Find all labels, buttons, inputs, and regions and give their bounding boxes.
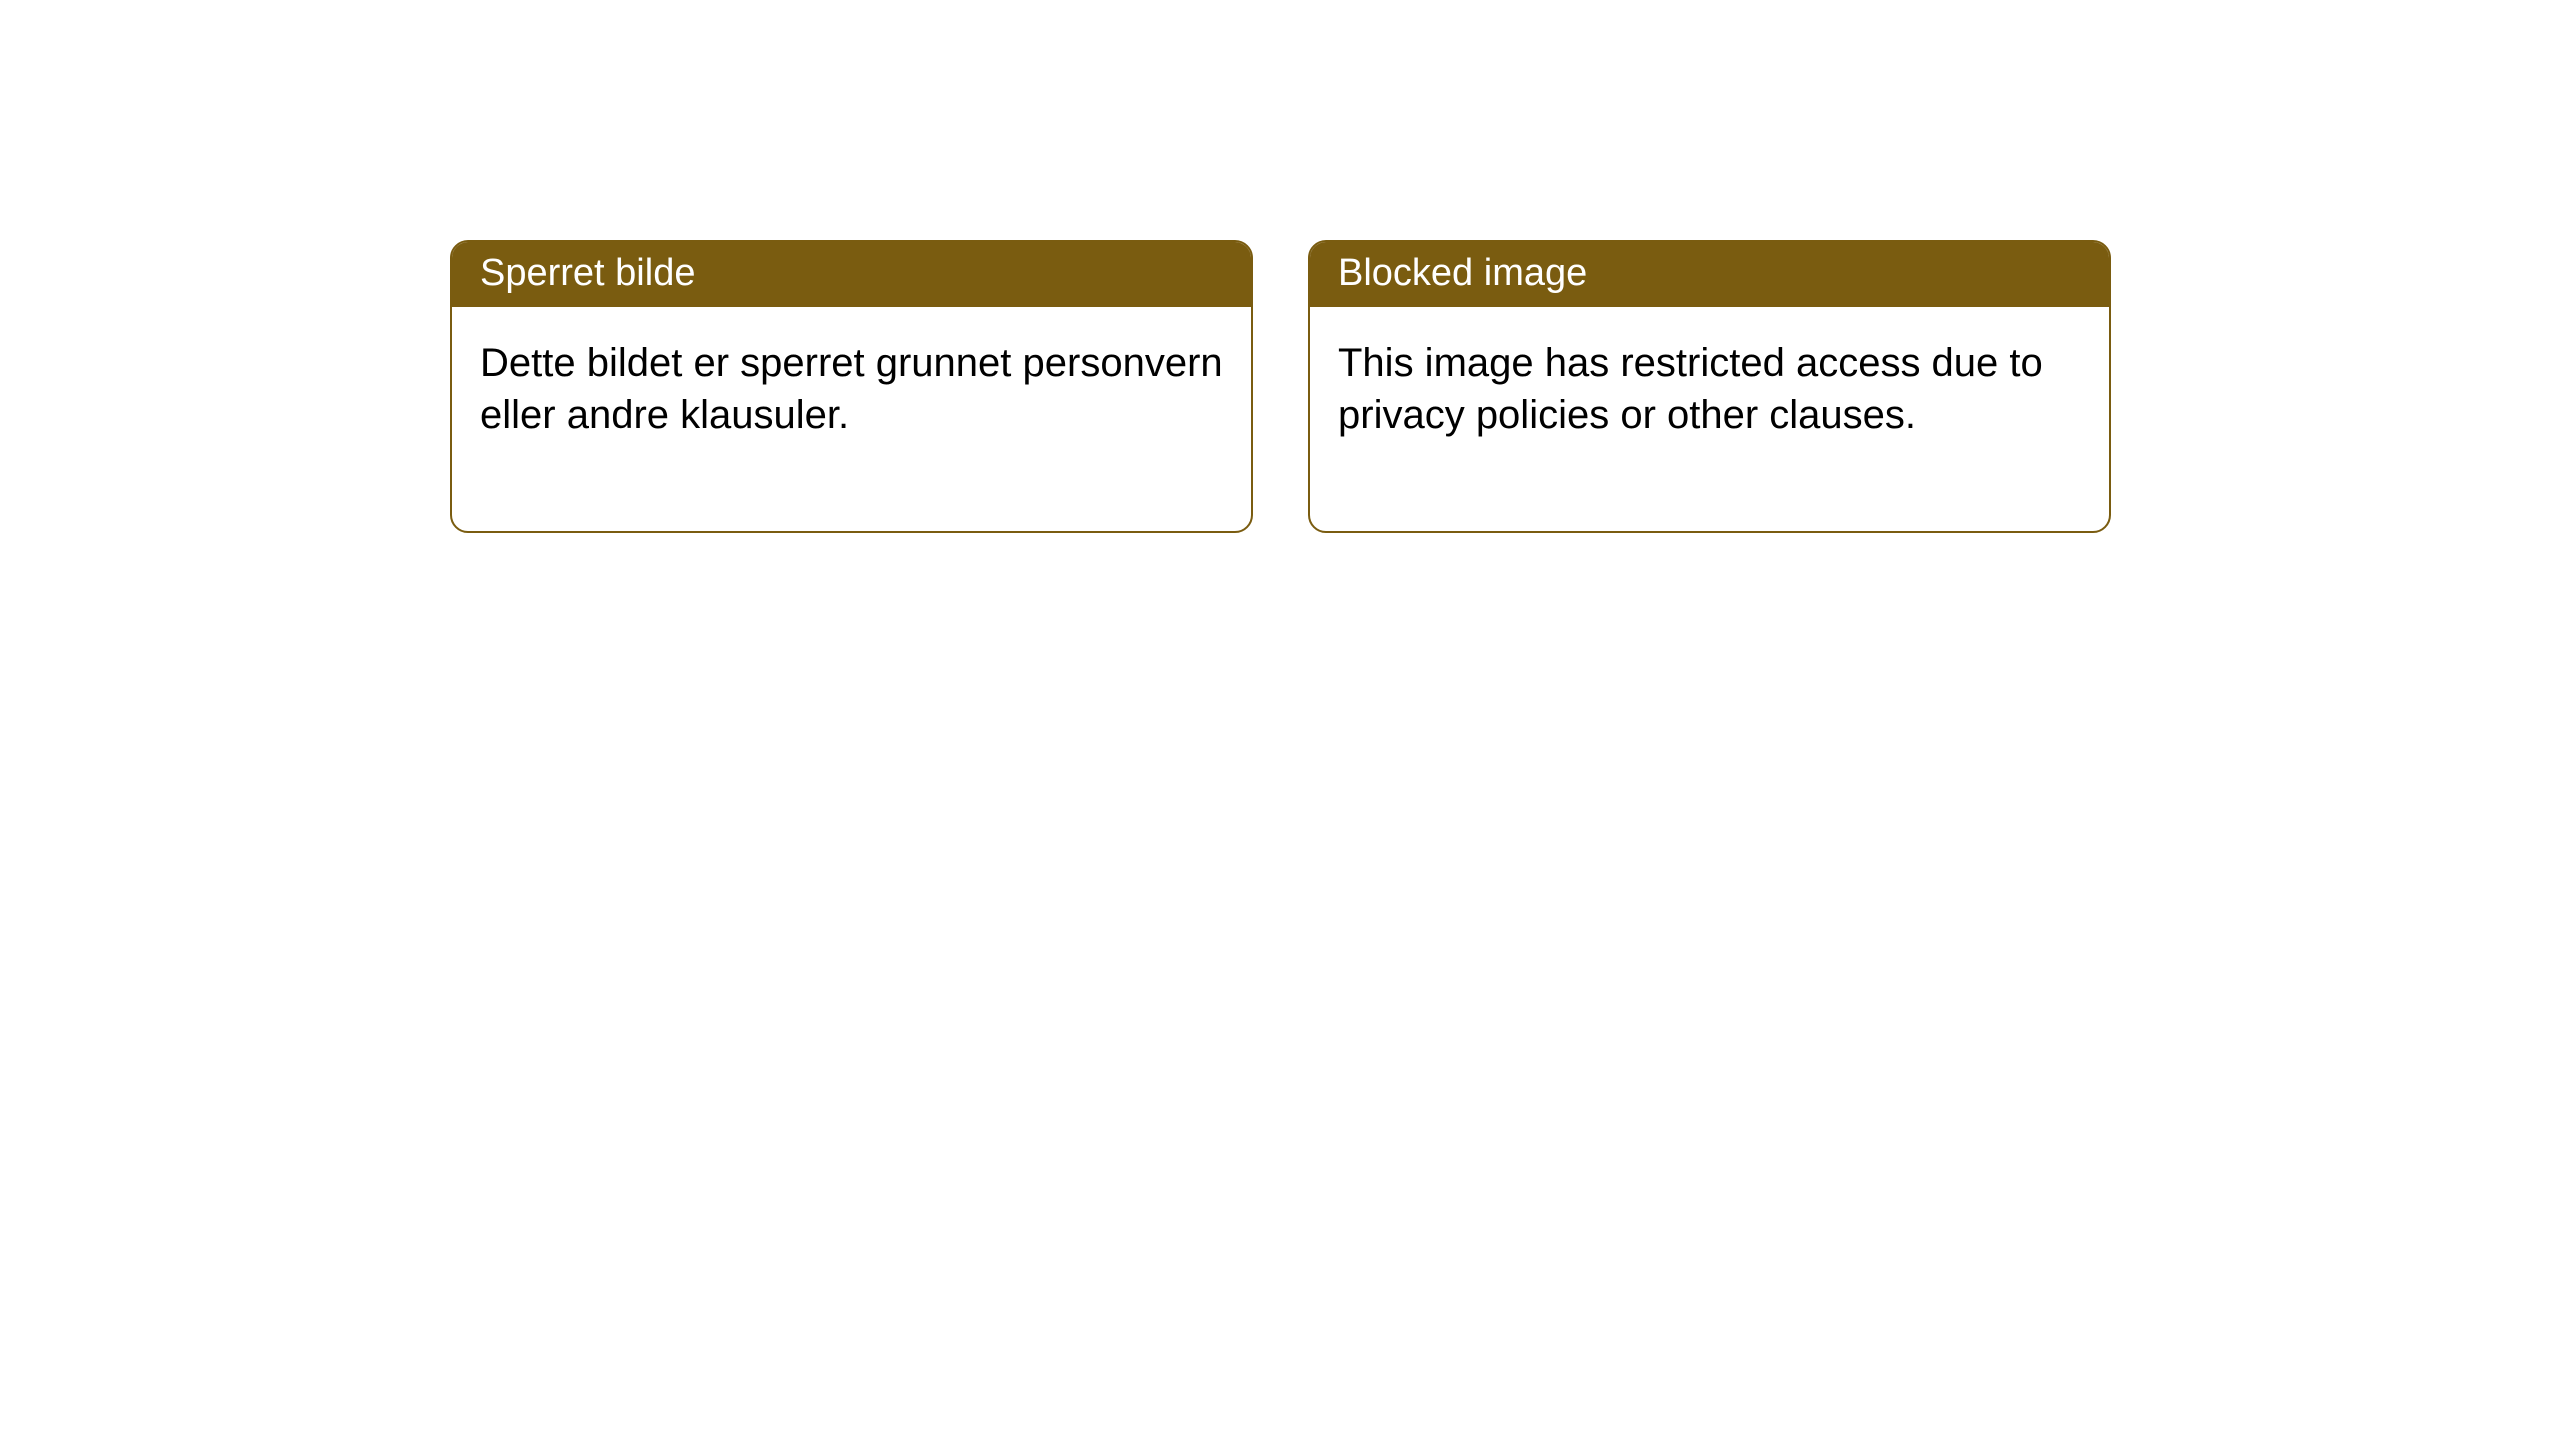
notice-body-no: Dette bildet er sperret grunnet personve… [452,307,1251,531]
notice-header-en: Blocked image [1310,242,2109,307]
notice-card-no: Sperret bilde Dette bildet er sperret gr… [450,240,1253,533]
notice-body-en: This image has restricted access due to … [1310,307,2109,531]
notice-header-no: Sperret bilde [452,242,1251,307]
notice-card-en: Blocked image This image has restricted … [1308,240,2111,533]
notice-container: Sperret bilde Dette bildet er sperret gr… [450,240,2111,533]
